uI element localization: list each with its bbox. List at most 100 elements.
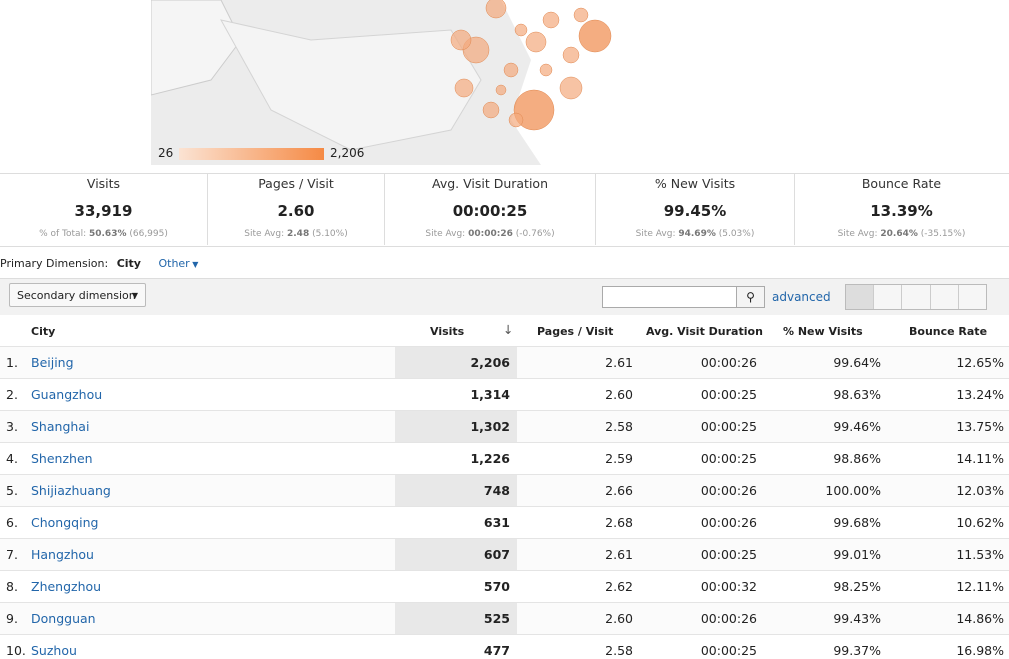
secondary-dimension-button[interactable]: Secondary dimension ▼: [9, 283, 146, 307]
summary-metric: Avg. Visit Duration 00:00:25 Site Avg: 00:…: [385, 173, 596, 245]
metric-cell: 2.58: [605, 419, 633, 434]
city-link[interactable]: Suzhou: [31, 643, 77, 658]
metric-note: Site Avg: 94.69% (5.03%): [596, 229, 794, 239]
city-link[interactable]: Shanghai: [31, 419, 90, 434]
metric-cell: 2.66: [605, 483, 633, 498]
view-compare[interactable]: [931, 285, 959, 309]
note-value: 2.48: [287, 229, 310, 239]
note-extra: (5.03%): [718, 229, 755, 239]
metric-label: Pages / Visit: [258, 176, 334, 191]
note-prefix: Site Avg:: [635, 229, 676, 239]
metric-value: 99.45%: [663, 202, 727, 220]
secondary-label: Secondary dimension: [17, 289, 136, 302]
summary-metric: Bounce Rate 13.39% Site Avg: 20.64% (-35.1…: [795, 173, 1008, 245]
summary-bar: [0, 173, 1009, 247]
metric-label: % New Visits: [654, 176, 736, 191]
metric-cell: 2.58: [605, 643, 633, 658]
metric-cell: 99.37%: [833, 643, 881, 658]
table-row: 8. Zhengzhou 570 2.62 00:00:32 98.25% 12.11%: [0, 571, 1009, 603]
view-pie[interactable]: [874, 285, 903, 309]
row-index: 8.: [6, 579, 18, 594]
note-extra: (-35.15%): [920, 229, 966, 239]
city-link[interactable]: Shenzhen: [31, 451, 93, 466]
metric-cell: 525: [483, 611, 510, 626]
row-index: 1.: [6, 355, 18, 370]
advanced-link[interactable]: advanced: [772, 290, 831, 304]
metric-cell: 2.59: [605, 451, 633, 466]
metric-cell: 00:00:25: [700, 643, 757, 658]
column-header[interactable]: City: [31, 325, 56, 338]
metric-cell: 99.43%: [833, 611, 881, 626]
metric-value: 33,919: [74, 202, 133, 220]
metric-value: 2.60: [277, 202, 315, 220]
metric-label: Avg. Visit Duration: [432, 176, 548, 191]
row-index: 3.: [6, 419, 18, 434]
row-index: 2.: [6, 387, 18, 402]
legend-min: 26: [158, 146, 174, 160]
city-link[interactable]: Dongguan: [31, 611, 96, 626]
metric-cell: 00:00:32: [700, 579, 757, 594]
map-region: [151, 0, 242, 96]
primary-label: Primary Dimension:: [0, 257, 109, 270]
toolbar: [0, 278, 1009, 316]
city-link[interactable]: Shijiazhuang: [31, 483, 111, 498]
metric-cell: 98.86%: [833, 451, 881, 466]
metric-cell: 00:00:25: [700, 451, 757, 466]
city-link[interactable]: Guangzhou: [31, 387, 103, 402]
summary-metric: Pages / Visit 2.60 Site Avg: 2.48 (5.10%): [208, 173, 385, 245]
column-header[interactable]: Pages / Visit: [537, 325, 614, 338]
row-index: 7.: [6, 547, 18, 562]
metric-cell: 00:00:25: [700, 547, 757, 562]
column-header[interactable]: Bounce Rate: [909, 325, 988, 338]
metric-cell: 631: [483, 515, 510, 530]
row-index: 9.: [6, 611, 18, 626]
metric-cell: 98.25%: [833, 579, 881, 594]
note-extra: (5.10%): [312, 229, 348, 239]
view-table[interactable]: [846, 285, 875, 309]
column-header[interactable]: % New Visits: [783, 325, 863, 338]
city-link[interactable]: Hangzhou: [31, 547, 94, 562]
metric-cell: 1,314: [470, 387, 510, 402]
metric-cell: 13.24%: [956, 387, 1004, 402]
metric-cell: 14.86%: [956, 611, 1004, 626]
note-value: 94.69%: [678, 229, 716, 239]
metric-cell: 16.98%: [956, 643, 1004, 658]
note-prefix: Site Avg:: [425, 229, 466, 239]
column-header[interactable]: Visits: [430, 325, 465, 338]
metric-cell: 2.62: [605, 579, 633, 594]
metric-label: Bounce Rate: [861, 176, 942, 191]
metric-cell: 607: [483, 547, 510, 562]
table-row: 2. Guangzhou 1,314 2.60 00:00:25 98.63% 13.24%: [0, 379, 1009, 411]
metric-cell: 2.61: [605, 355, 633, 370]
metric-cell: 99.46%: [833, 419, 881, 434]
table-header: City Visits Pages / Visit Avg. Visit Durati…: [0, 315, 1009, 347]
map-bubbles: [450, 0, 612, 131]
search-button[interactable]: ⚲: [736, 286, 765, 308]
city-link[interactable]: Chongqing: [31, 515, 99, 530]
metric-cell: 99.64%: [833, 355, 881, 370]
table-row: 6. Chongqing 631 2.68 00:00:26 99.68% 10.62%: [0, 507, 1009, 539]
metric-cell: 12.65%: [956, 355, 1004, 370]
metric-cell: 100.00%: [825, 483, 881, 498]
table-row: 5. Shijiazhuang 748 2.66 00:00:26 100.00% 12.0…: [0, 475, 1009, 507]
metric-cell: 748: [483, 483, 510, 498]
row-index: 5.: [6, 483, 18, 498]
note-extra: (-0.76%): [515, 229, 555, 239]
metric-cell: 00:00:26: [700, 515, 757, 530]
map-region: [220, 19, 482, 151]
search-input[interactable]: [602, 286, 738, 308]
metric-cell: 2,206: [470, 355, 510, 370]
column-header[interactable]: Avg. Visit Duration: [646, 325, 763, 338]
view-bar[interactable]: [902, 285, 931, 309]
table-row: 9. Dongguan 525 2.60 00:00:26 99.43% 14.86%: [0, 603, 1009, 635]
metric-note: Site Avg: 20.64% (-35.15%): [795, 229, 1008, 239]
metric-cell: 00:00:26: [700, 611, 757, 626]
city-link[interactable]: Beijing: [31, 355, 74, 370]
city-link[interactable]: Zhengzhou: [31, 579, 102, 594]
other-link[interactable]: Other: [158, 257, 190, 270]
metric-cell: 2.68: [605, 515, 633, 530]
table-row: 4. Shenzhen 1,226 2.59 00:00:25 98.86% 14.11%: [0, 443, 1009, 475]
summary-metric: % New Visits 99.45% Site Avg: 94.69% (5.03…: [596, 173, 795, 245]
view-pivot[interactable]: [959, 285, 986, 309]
